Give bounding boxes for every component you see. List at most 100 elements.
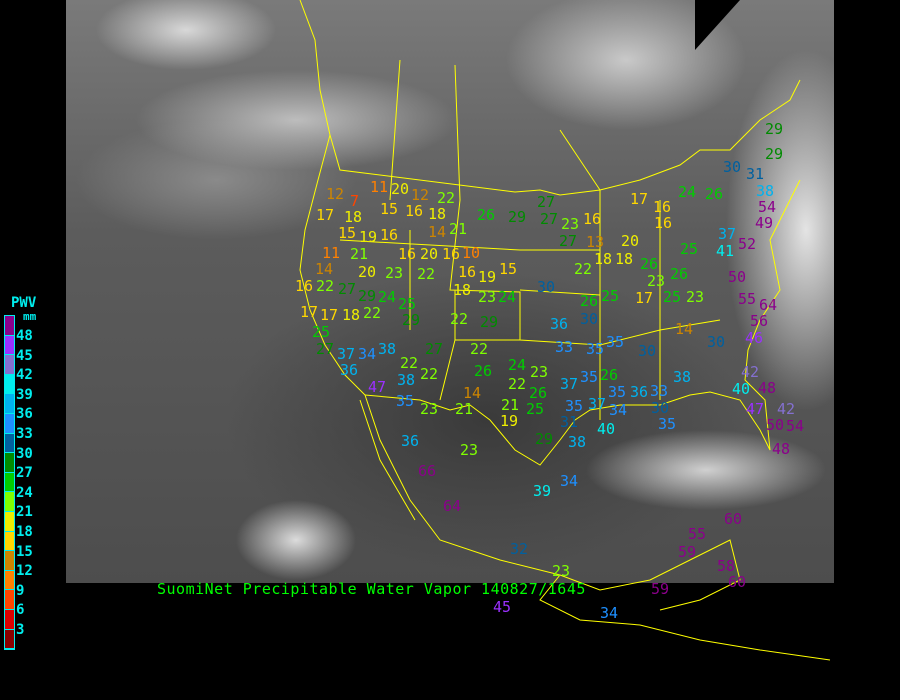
station-pwv-label: 13 bbox=[586, 233, 605, 251]
station-pwv-label: 19 bbox=[500, 412, 519, 430]
legend-swatch bbox=[5, 453, 14, 473]
legend-swatch bbox=[5, 511, 14, 532]
legend-tick: 45 bbox=[16, 347, 33, 364]
station-pwv-label: 22 bbox=[420, 365, 439, 383]
station-pwv-label: 31 bbox=[560, 413, 579, 431]
gulf-coast bbox=[574, 179, 801, 451]
station-pwv-label: 22 bbox=[400, 354, 419, 372]
station-pwv-label: 35 bbox=[396, 392, 415, 410]
station-pwv-label: 16 bbox=[458, 263, 477, 281]
station-pwv-label: 18 bbox=[344, 208, 363, 226]
legend-tick: 30 bbox=[16, 445, 33, 462]
station-pwv-label: 25 bbox=[312, 323, 331, 341]
station-pwv-label: 29 bbox=[765, 120, 784, 138]
station-pwv-label: 23 bbox=[385, 264, 404, 282]
legend-swatch bbox=[5, 472, 14, 493]
station-pwv-label: 58 bbox=[717, 557, 736, 575]
station-pwv-label: 26 bbox=[705, 185, 724, 203]
station-pwv-label: 38 bbox=[756, 182, 775, 200]
station-pwv-label: 24 bbox=[378, 288, 397, 306]
station-pwv-label: 35 bbox=[565, 397, 584, 415]
station-pwv-label: 14 bbox=[675, 320, 694, 338]
station-pwv-label: 14 bbox=[428, 223, 447, 241]
station-pwv-label: 41 bbox=[716, 242, 735, 260]
station-pwv-label: 23 bbox=[552, 562, 571, 580]
station-pwv-label: 27 bbox=[540, 210, 559, 228]
station-pwv-label: 15 bbox=[380, 200, 399, 218]
station-pwv-label: 34 bbox=[600, 604, 619, 622]
station-pwv-label: 30 bbox=[707, 333, 726, 351]
legend-tick: 6 bbox=[16, 602, 25, 619]
station-pwv-label: 49 bbox=[755, 214, 774, 232]
station-pwv-label: 37 bbox=[588, 395, 607, 413]
station-pwv-label: 16 bbox=[398, 245, 417, 263]
station-pwv-label: 29 bbox=[402, 311, 421, 329]
station-pwv-label: 26 bbox=[600, 366, 619, 384]
station-pwv-label: 12 bbox=[326, 185, 345, 203]
station-pwv-label: 38 bbox=[673, 368, 692, 386]
station-pwv-label: 20 bbox=[358, 263, 377, 281]
station-pwv-label: 26 bbox=[477, 206, 496, 224]
mexico-coast bbox=[364, 394, 741, 611]
station-pwv-label: 56 bbox=[750, 312, 769, 330]
station-pwv-label: 16 bbox=[380, 226, 399, 244]
station-pwv-label: 23 bbox=[530, 363, 549, 381]
legend-swatch bbox=[5, 590, 14, 610]
station-pwv-label: 26 bbox=[474, 362, 493, 380]
station-pwv-label: 20 bbox=[420, 245, 439, 263]
station-pwv-label: 27 bbox=[559, 232, 578, 250]
station-pwv-label: 64 bbox=[759, 296, 778, 314]
legend-tick: 9 bbox=[16, 582, 25, 599]
station-pwv-label: 31 bbox=[746, 165, 765, 183]
station-pwv-label: 35 bbox=[606, 333, 625, 351]
legend-swatch bbox=[5, 609, 14, 630]
station-pwv-label: 35 bbox=[586, 340, 605, 358]
station-pwv-label: 24 bbox=[498, 288, 517, 306]
us-canada-border bbox=[299, 0, 801, 196]
station-pwv-label: 38 bbox=[378, 340, 397, 358]
station-pwv-label: 30 bbox=[723, 158, 742, 176]
station-pwv-label: 17 bbox=[300, 303, 319, 321]
station-pwv-label: 21 bbox=[455, 400, 474, 418]
station-pwv-label: 55 bbox=[688, 525, 707, 543]
legend-swatch bbox=[5, 629, 14, 650]
legend-swatch bbox=[5, 433, 14, 454]
station-pwv-label: 34 bbox=[609, 401, 628, 419]
station-pwv-label: 19 bbox=[478, 268, 497, 286]
station-pwv-label: 59 bbox=[678, 543, 697, 561]
station-pwv-label: 11 bbox=[322, 244, 341, 262]
station-pwv-label: 34 bbox=[560, 472, 579, 490]
station-pwv-label: 27 bbox=[316, 340, 335, 358]
station-pwv-label: 30 bbox=[651, 399, 670, 417]
station-pwv-label: 22 bbox=[450, 310, 469, 328]
station-pwv-label: 15 bbox=[338, 224, 357, 242]
station-pwv-label: 35 bbox=[658, 415, 677, 433]
legend-tick: 33 bbox=[16, 426, 33, 442]
station-pwv-label: 18 bbox=[342, 306, 361, 324]
us-west-coast bbox=[299, 134, 366, 396]
station-pwv-label: 33 bbox=[555, 338, 574, 356]
map-caption: SuomiNet Precipitable Water Vapor 140827… bbox=[157, 580, 586, 598]
station-pwv-label: 37 bbox=[718, 225, 737, 243]
station-pwv-label: 25 bbox=[680, 240, 699, 258]
station-pwv-label: 30 bbox=[638, 342, 657, 360]
station-pwv-label: 60 bbox=[724, 510, 743, 528]
station-pwv-label: 14 bbox=[315, 260, 334, 278]
station-pwv-label: 18 bbox=[453, 281, 472, 299]
station-pwv-label: 16 bbox=[405, 202, 424, 220]
station-pwv-label: 25 bbox=[601, 287, 620, 305]
station-pwv-label: 47 bbox=[746, 400, 765, 418]
station-pwv-label: 17 bbox=[630, 190, 649, 208]
station-pwv-label: 12 bbox=[411, 186, 430, 204]
station-pwv-label: 22 bbox=[470, 340, 489, 358]
station-pwv-label: 29 bbox=[535, 430, 554, 448]
station-pwv-label: 52 bbox=[738, 235, 757, 253]
station-pwv-label: 47 bbox=[368, 378, 387, 396]
station-pwv-label: 27 bbox=[537, 193, 556, 211]
station-pwv-label: 60 bbox=[728, 573, 747, 591]
station-pwv-label: 14 bbox=[463, 384, 482, 402]
station-pwv-label: 22 bbox=[437, 189, 456, 207]
legend-swatch bbox=[5, 570, 14, 591]
station-pwv-label: 39 bbox=[533, 482, 552, 500]
